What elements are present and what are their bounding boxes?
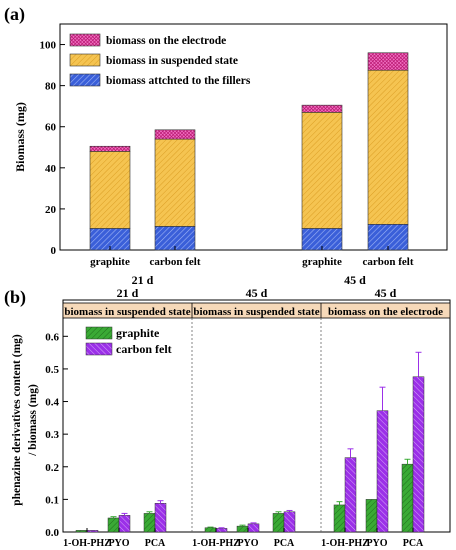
bar: [376, 410, 389, 533]
y-tick-label: 0.0: [45, 527, 59, 539]
bar: [215, 528, 228, 533]
group-label: 45 d: [344, 273, 366, 287]
panel-b-chart: phenazine derivatives content (mg) / bio…: [11, 286, 451, 549]
bar-segment: [367, 224, 409, 251]
panel-b-sections: 21 d biomass in suspended state 45 d biomas…: [64, 286, 443, 532]
panel-a-y-axis: 0 20 40 60 80 100: [40, 40, 65, 257]
bar: [344, 457, 357, 533]
x-tick-label: 1-OH-PHZ: [63, 538, 111, 549]
x-tick-label: PCA: [403, 538, 424, 549]
y-tick-label: 0.3: [45, 429, 59, 441]
legend-label: graphite: [116, 326, 160, 340]
x-tick-label: 1-OH-PHZ: [192, 538, 240, 549]
legend-swatch: [85, 342, 113, 356]
panel-a-ylabel: Biomass (mg): [13, 102, 27, 172]
bar: [365, 499, 378, 533]
bar-segment: [301, 104, 343, 113]
bar: [143, 513, 156, 533]
panel-b-legend: graphite carbon felt: [85, 326, 172, 356]
x-tick-label: carbon felt: [149, 256, 200, 268]
x-tick-label: PYO: [366, 538, 387, 549]
bar: [272, 513, 285, 533]
bar-segment: [367, 69, 409, 225]
y-tick-label: 100: [40, 40, 57, 52]
bar: [107, 517, 120, 533]
section-top-label: 21 d: [117, 286, 139, 300]
legend-label: biomass in suspended state: [106, 55, 238, 67]
y-tick-label: 0.5: [45, 364, 59, 376]
bar-segment: [367, 52, 409, 71]
x-tick-label: 1-OH-PHZ: [321, 538, 369, 549]
bar: [86, 530, 99, 533]
panel-b-ylabel-line1: phenazine derivatives content (mg): [11, 334, 23, 506]
bar: [75, 530, 88, 533]
bar: [154, 503, 167, 533]
y-tick-label: 20: [45, 204, 57, 216]
bar: [412, 376, 425, 533]
panel-a-legend: biomass on the electrode biomass in suspe…: [69, 33, 251, 87]
group-label: 21 d: [132, 273, 154, 287]
bar: [204, 527, 217, 533]
legend-label: biomass on the electrode: [106, 35, 226, 47]
y-tick-label: 0.1: [45, 494, 59, 506]
panel-b-header-band: [62, 302, 451, 319]
panel-a-frame: [59, 23, 448, 251]
bar-segment: [89, 145, 131, 152]
panel-b-label: (b): [4, 287, 26, 308]
legend-swatch: [85, 326, 113, 340]
y-tick-label: 60: [45, 122, 57, 134]
legend-swatch: [69, 53, 101, 67]
legend-label: carbon felt: [116, 342, 172, 356]
x-tick-label: graphite: [302, 256, 342, 268]
x-tick-label: PYO: [108, 538, 129, 549]
x-tick-label: PCA: [274, 538, 295, 549]
panel-a-label: (a): [4, 4, 25, 25]
section-top-label: 45 d: [246, 286, 268, 300]
bar: [247, 523, 260, 533]
section-top-label: 45 d: [375, 286, 397, 300]
y-tick-label: 0.4: [45, 397, 59, 409]
y-tick-label: 0.6: [45, 331, 59, 343]
section-band-label: biomass on the electrode: [328, 306, 443, 318]
x-tick-label: PYO: [237, 538, 258, 549]
y-tick-label: 0.2: [45, 462, 59, 474]
bar: [283, 511, 296, 533]
y-tick-label: 80: [45, 81, 57, 93]
x-tick-label: graphite: [90, 256, 130, 268]
bar: [236, 525, 249, 533]
bar: [401, 463, 414, 533]
legend-label: biomass attchted to the fillers: [106, 75, 251, 87]
y-tick-label: 0: [51, 245, 57, 257]
x-tick-label: carbon felt: [362, 256, 413, 268]
bar: [118, 515, 131, 533]
bar-segment: [301, 112, 343, 229]
bar: [333, 504, 346, 533]
panel-a-chart: Biomass (mg) 0 20 40 60 80 100 graphite carbon…: [13, 23, 448, 287]
legend-swatch: [69, 73, 101, 87]
panel-a-bars: [89, 52, 409, 251]
panel-b-y-axis: 0.0 0.1 0.2 0.3 0.4 0.5 0.6: [45, 331, 68, 539]
panel-b-bars: [75, 351, 425, 533]
bar-segment: [154, 138, 196, 227]
section-band-label: biomass in suspended state: [193, 306, 319, 318]
bar-segment: [154, 129, 196, 140]
y-tick-label: 40: [45, 163, 57, 175]
x-tick-label: PCA: [145, 538, 166, 549]
bar-segment: [89, 151, 131, 229]
panel-a-x-axis: graphite carbon felt graphite carbon felt 21…: [90, 246, 414, 287]
panel-b-ylabel-line2: / biomass (mg): [27, 384, 39, 457]
section-band-label: biomass in suspended state: [64, 306, 190, 318]
legend-swatch: [69, 33, 101, 47]
